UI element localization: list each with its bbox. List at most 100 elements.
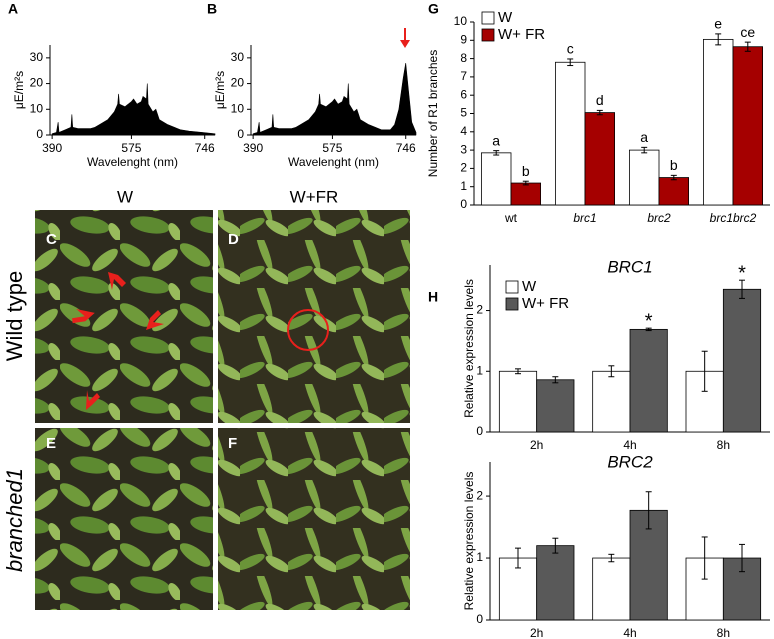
y-tick-label: 7 (460, 69, 467, 83)
x-tick-label: 2h (530, 438, 543, 452)
y-tick-label: 0 (237, 127, 244, 141)
y-axis-label: μE/m²s (12, 71, 26, 109)
x-tick-label: wt (504, 211, 518, 225)
y-tick-label: 10 (30, 101, 44, 115)
arrow (86, 390, 100, 410)
x-tick-label: 746 (195, 141, 215, 155)
y-axis-label: Number of R1 branches (426, 50, 440, 177)
row-label: branched1 (2, 468, 27, 572)
bar (498, 370, 538, 433)
y-tick-label: 0 (476, 424, 483, 438)
y-tick-label: 1 (460, 179, 467, 193)
panel-label: G (428, 1, 439, 17)
x-tick-label: brc1 (573, 211, 596, 225)
y-tick-label: 30 (231, 50, 245, 64)
bar (536, 545, 575, 621)
significance-label: e (714, 16, 722, 32)
y-tick-label: 10 (231, 101, 245, 115)
bar (592, 370, 631, 433)
photo (218, 210, 410, 423)
significance-label: * (738, 262, 746, 284)
x-tick-label: 746 (396, 141, 416, 155)
significance-label: ce (740, 24, 755, 40)
x-tick-label: 4h (623, 626, 636, 639)
y-axis-label: μE/m²s (213, 71, 227, 109)
column-label: W (117, 187, 133, 206)
x-tick-label: 575 (121, 141, 141, 155)
y-tick-label: 1 (476, 363, 483, 377)
y-axis-label: Relative expression levels (462, 279, 476, 418)
panel-label: B (207, 1, 217, 17)
x-tick-label: 575 (322, 141, 342, 155)
panel-label: C (46, 231, 57, 248)
bar (703, 38, 734, 206)
y-tick-label: 8 (460, 51, 467, 65)
significance-label: a (640, 129, 648, 145)
y-tick-label: 2 (460, 161, 467, 175)
arrow (72, 309, 95, 324)
red-arrows (72, 272, 164, 410)
x-tick-label: brc2 (647, 211, 671, 225)
panel-label: F (228, 435, 237, 452)
panel-label: A (8, 1, 18, 17)
legend-swatch (481, 11, 495, 25)
red-circle (287, 309, 329, 351)
significance-label: * (645, 310, 653, 332)
photo-grid: W W+FR Wild type branched1 C D E F (2, 187, 410, 610)
x-tick-label: 390 (243, 141, 263, 155)
y-tick-label: 2 (476, 303, 483, 317)
significance-label: b (670, 157, 678, 173)
x-axis-label: Wavelenght (nm) (288, 155, 379, 169)
bar (592, 557, 631, 621)
x-tick-label: 8h (717, 626, 730, 639)
x-tick-label: 390 (42, 141, 62, 155)
arrow (146, 310, 164, 330)
legend-swatch (481, 28, 495, 42)
y-tick-label: 20 (30, 76, 44, 90)
y-tick-label: 9 (460, 32, 467, 46)
legend-swatch (505, 297, 519, 311)
y-axis-label: Relative expression levels (462, 472, 476, 611)
significance-label: b (522, 163, 530, 179)
y-tick-label: 2 (476, 488, 483, 502)
legend-label: W+ FR (498, 26, 545, 43)
legend-label: W (522, 278, 537, 295)
peak-arrow (400, 28, 410, 48)
legend-swatch (505, 280, 519, 294)
photo (35, 210, 213, 423)
bar (629, 149, 660, 206)
legend-label: W+ FR (522, 295, 569, 312)
photo (35, 428, 213, 610)
y-tick-label: 3 (460, 142, 467, 156)
significance-label: d (596, 92, 604, 108)
bar (480, 152, 512, 206)
bar (722, 288, 762, 433)
x-tick-label: brc1brc2 (710, 211, 757, 225)
y-tick-label: 5 (460, 106, 467, 120)
significance-label: c (567, 41, 574, 57)
spectrum-area (51, 83, 216, 136)
y-tick-label: 0 (36, 127, 43, 141)
bar (629, 328, 668, 433)
x-tick-label: 4h (623, 438, 636, 452)
arrow (108, 272, 126, 290)
panel-label: D (228, 231, 239, 248)
y-tick-label: 0 (476, 612, 483, 626)
bar (584, 112, 616, 206)
bar (536, 379, 575, 433)
bar (510, 182, 542, 206)
photo (218, 428, 410, 610)
y-tick-label: 6 (460, 87, 467, 101)
legend-label: W (498, 9, 513, 26)
y-tick-label: 4 (460, 124, 467, 138)
y-tick-label: 1 (476, 550, 483, 564)
x-tick-label: 8h (717, 438, 730, 452)
spectrum-area (252, 62, 417, 136)
y-tick-label: 0 (460, 197, 467, 211)
chart-title: BRC2 (607, 452, 653, 471)
row-label: Wild type (2, 271, 27, 361)
significance-label: a (492, 132, 500, 148)
column-label: W+FR (290, 187, 339, 206)
arrow-head (400, 40, 410, 48)
